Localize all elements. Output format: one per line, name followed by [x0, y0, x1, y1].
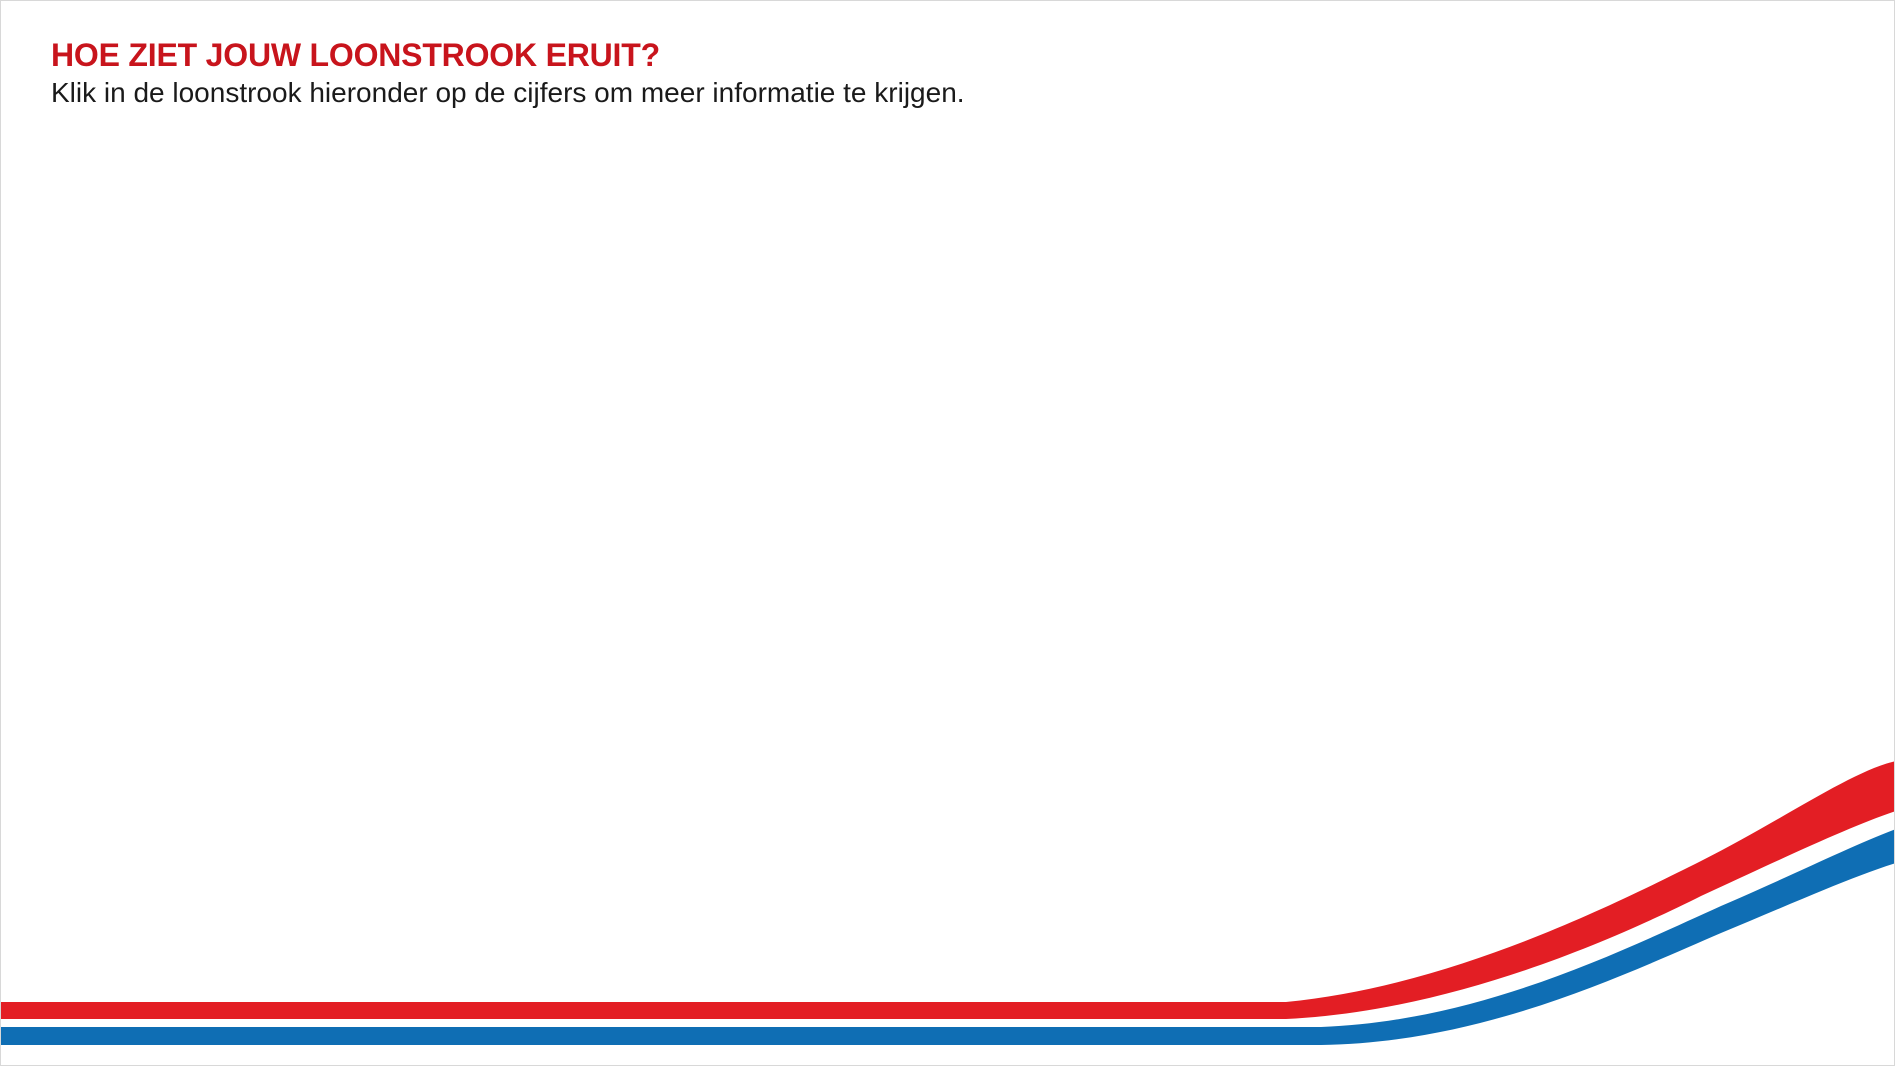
page-title: HOE ZIET JOUW LOONSTROOK ERUIT?	[51, 37, 660, 73]
header: HOE ZIET JOUW LOONSTROOK ERUIT? Klik in …	[51, 35, 965, 111]
payslip-content-area	[51, 131, 1846, 951]
page-subtitle: Klik in de loonstrook hieronder op de ci…	[51, 77, 965, 108]
